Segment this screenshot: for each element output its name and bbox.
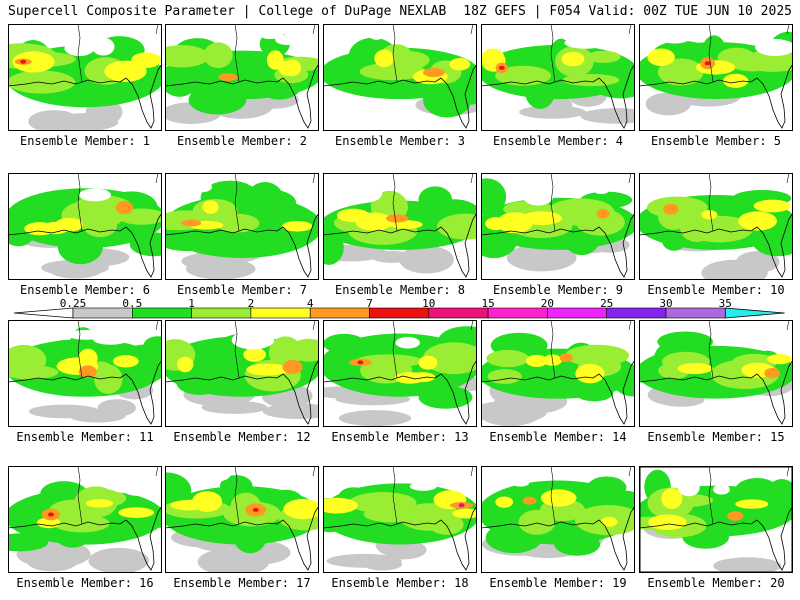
member-map-4 [481, 24, 635, 131]
member-map-3 [323, 24, 477, 131]
member-label: Ensemble Member: 13 [331, 430, 469, 444]
member-label: Ensemble Member: 7 [176, 283, 308, 297]
member-map-8 [323, 173, 477, 280]
member-label: Ensemble Member: 6 [19, 283, 151, 297]
member-label: Ensemble Member: 1 [19, 134, 151, 148]
member-map-12 [165, 320, 319, 427]
member-label: Ensemble Member: 12 [173, 430, 311, 444]
member-map-11 [8, 320, 162, 427]
member-map-9 [481, 173, 635, 280]
member-label: Ensemble Member: 18 [331, 576, 469, 590]
member-map-6 [8, 173, 162, 280]
member-map-5 [639, 24, 793, 131]
member-map-18 [323, 466, 477, 573]
member-label: Ensemble Member: 9 [492, 283, 624, 297]
member-map-19 [481, 466, 635, 573]
map-title: Supercell Composite Parameter | College … [8, 4, 447, 19]
member-map-15 [639, 320, 793, 427]
member-label: Ensemble Member: 15 [647, 430, 785, 444]
member-map-2 [165, 24, 319, 131]
member-map-13 [323, 320, 477, 427]
member-label: Ensemble Member: 20 [647, 576, 785, 590]
valid-time-label: 18Z GEFS | F054 Valid: 00Z TUE JUN 10 20… [463, 4, 792, 19]
member-map-14 [481, 320, 635, 427]
member-label: Ensemble Member: 3 [334, 134, 466, 148]
member-map-17 [165, 466, 319, 573]
member-map-1 [8, 24, 162, 131]
member-label: Ensemble Member: 2 [176, 134, 308, 148]
member-label: Ensemble Member: 5 [650, 134, 782, 148]
member-label: Ensemble Member: 8 [334, 283, 466, 297]
member-label: Ensemble Member: 14 [489, 430, 627, 444]
member-label: Ensemble Member: 10 [647, 283, 785, 297]
member-map-10 [639, 173, 793, 280]
member-label: Ensemble Member: 17 [173, 576, 311, 590]
member-label: Ensemble Member: 19 [489, 576, 627, 590]
member-label: Ensemble Member: 16 [16, 576, 154, 590]
member-map-20 [639, 466, 793, 573]
member-label: Ensemble Member: 4 [492, 134, 624, 148]
member-label: Ensemble Member: 11 [16, 430, 154, 444]
member-map-16 [8, 466, 162, 573]
member-map-7 [165, 173, 319, 280]
